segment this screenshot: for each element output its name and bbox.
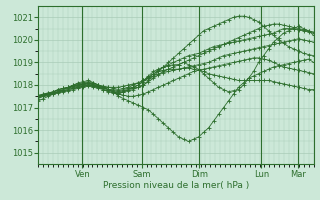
- X-axis label: Pression niveau de la mer( hPa ): Pression niveau de la mer( hPa ): [103, 181, 249, 190]
